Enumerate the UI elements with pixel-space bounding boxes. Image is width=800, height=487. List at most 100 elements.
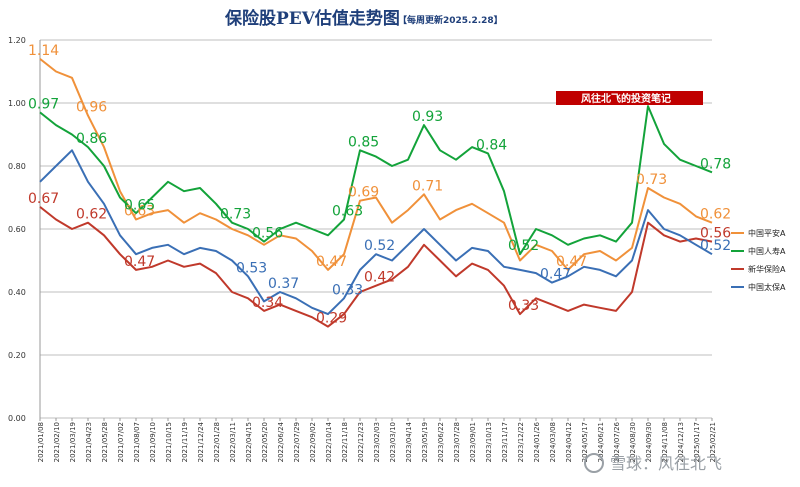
- data-label: 0.33: [508, 298, 539, 314]
- data-label: 0.97: [28, 96, 59, 112]
- x-tick-label: 2021/01/08: [37, 422, 45, 462]
- x-tick-label: 2021/08/07: [133, 422, 141, 462]
- series-line: [39, 58, 713, 271]
- data-label: 0.52: [508, 238, 539, 254]
- series-line: [39, 105, 713, 256]
- data-label: 0.62: [76, 207, 107, 223]
- y-tick-label: 0.20: [8, 351, 26, 360]
- series-line: [39, 206, 713, 328]
- y-axis: 0.00 0.20 0.40 0.60 0.80 1.00 1.20: [8, 36, 41, 423]
- chart-subtitle: 【每周更新2025.2.28】: [398, 14, 503, 26]
- data-label: 1.14: [28, 43, 59, 59]
- x-axis: 2021/01/08 2021/02/10 2021/03/19 2021/04/23…: [37, 418, 717, 462]
- x-tick-label: 2023/10/13: [485, 422, 493, 462]
- snowball-logo-icon: [584, 453, 604, 473]
- x-tick-label: 2021/04/23: [85, 422, 93, 462]
- data-label: 0.34: [252, 295, 283, 311]
- x-tick-label: 2021/03/19: [69, 422, 77, 462]
- series-line: [39, 149, 713, 316]
- data-label: 0.37: [268, 276, 299, 292]
- x-tick-label: 2023/03/10: [389, 422, 397, 462]
- data-label: 0.73: [636, 172, 667, 188]
- legend-label: 中国太保A: [748, 282, 786, 292]
- y-tick-label: 0.60: [8, 225, 26, 234]
- data-label: 0.63: [124, 204, 155, 220]
- data-label: 0.42: [364, 270, 395, 286]
- watermark: 雪球：风往北飞: [584, 453, 722, 473]
- y-tick-label: 0.40: [8, 288, 26, 297]
- x-tick-label: 2022/04/15: [245, 422, 253, 462]
- x-tick-label: 2022/01/28: [213, 422, 221, 462]
- x-tick-label: 2024/06/21: [597, 422, 605, 462]
- x-tick-label: 2023/02/03: [373, 422, 381, 462]
- watermark-text: 雪球：风往北飞: [610, 454, 722, 473]
- point-labels: 1.140.960.630.69 0.71 0.730.620.470.470.97…: [28, 43, 731, 327]
- x-tick-label: 2021/09/10: [149, 422, 157, 462]
- x-tick-label: 2023/11/17: [501, 422, 509, 462]
- data-label: 0.67: [28, 191, 59, 207]
- grid: [40, 39, 712, 419]
- data-label: 0.56: [700, 226, 731, 242]
- x-tick-label: 2022/07/29: [293, 422, 301, 462]
- x-tick-label: 2024/07/26: [613, 421, 621, 462]
- y-tick-label: 1.00: [8, 99, 26, 108]
- data-label: 0.47: [316, 254, 347, 270]
- x-tick-label: 2023/04/14: [405, 421, 413, 462]
- x-tick-label: 2021/05/28: [101, 422, 109, 462]
- x-tick-label: 2023/06/22: [437, 422, 445, 462]
- y-tick-label: 1.20: [8, 36, 26, 45]
- x-tick-label: 2025/01/17: [693, 422, 701, 462]
- x-tick-label: 2023/07/28: [453, 422, 461, 462]
- data-label: 0.47: [556, 254, 587, 270]
- banner: 风往北飞的投资笔记: [556, 91, 703, 105]
- x-tick-label: 2022/09/02: [309, 422, 317, 462]
- data-label: 0.86: [76, 131, 107, 147]
- data-label: 0.56: [252, 226, 283, 242]
- y-tick-label: 0.80: [8, 162, 26, 171]
- x-tick-label: 2023/12/22: [517, 422, 525, 462]
- x-tick-label: 2022/10/14: [325, 421, 333, 462]
- legend: 中国平安A 中国人寿A 新华保险A 中国太保A: [731, 228, 786, 292]
- data-label: 0.52: [364, 238, 395, 254]
- data-label: 0.47: [540, 267, 571, 283]
- x-tick-label: 2021/02/10: [53, 422, 61, 462]
- x-tick-label: 2024/08/30: [629, 422, 637, 462]
- x-tick-label: 2024/09/30: [645, 422, 653, 462]
- x-tick-label: 2021/12/24: [197, 421, 205, 462]
- series-lines: [39, 58, 713, 328]
- legend-label: 中国人寿A: [748, 246, 786, 256]
- chart-title: 保险股PEV估值走势图: [224, 8, 400, 29]
- x-tick-label: 2021/07/02: [117, 422, 125, 462]
- data-label: 0.52: [700, 238, 731, 254]
- x-tick-label: 2022/12/23: [357, 422, 365, 462]
- x-tick-label: 2024/03/08: [549, 422, 557, 462]
- x-tick-label: 2024/04/12: [565, 422, 573, 462]
- x-tick-label: 2024/12/13: [677, 422, 685, 462]
- data-label: 0.93: [412, 109, 443, 125]
- x-tick-label: 2022/11/18: [341, 422, 349, 462]
- data-label: 0.96: [76, 100, 107, 116]
- data-label: 0.65: [124, 197, 155, 213]
- data-label: 0.63: [332, 204, 363, 220]
- x-tick-label: 2023/09/01: [469, 422, 477, 462]
- data-label: 0.53: [236, 260, 267, 276]
- x-tick-label: 2021/10/15: [165, 422, 173, 462]
- data-label: 0.62: [700, 207, 731, 223]
- data-label: 0.73: [220, 207, 251, 223]
- banner-text: 风往北飞的投资笔记: [581, 92, 671, 105]
- x-tick-label: 2024/05/17: [581, 422, 589, 462]
- data-label: 0.47: [124, 254, 155, 270]
- data-label: 0.84: [476, 137, 507, 153]
- x-tick-label: 2022/05/20: [261, 422, 269, 462]
- x-tick-label: 2024/11/08: [661, 422, 669, 462]
- x-tick-label: 2023/05/19: [421, 422, 429, 462]
- y-tick-label: 0.00: [8, 414, 26, 423]
- data-label: 0.29: [316, 311, 347, 327]
- data-label: 0.33: [332, 282, 363, 298]
- data-label: 0.85: [348, 134, 379, 150]
- x-tick-label: 2022/03/11: [229, 422, 237, 462]
- x-tick-label: 2022/06/24: [277, 421, 285, 462]
- legend-label: 新华保险A: [748, 264, 786, 274]
- legend-label: 中国平安A: [748, 228, 786, 238]
